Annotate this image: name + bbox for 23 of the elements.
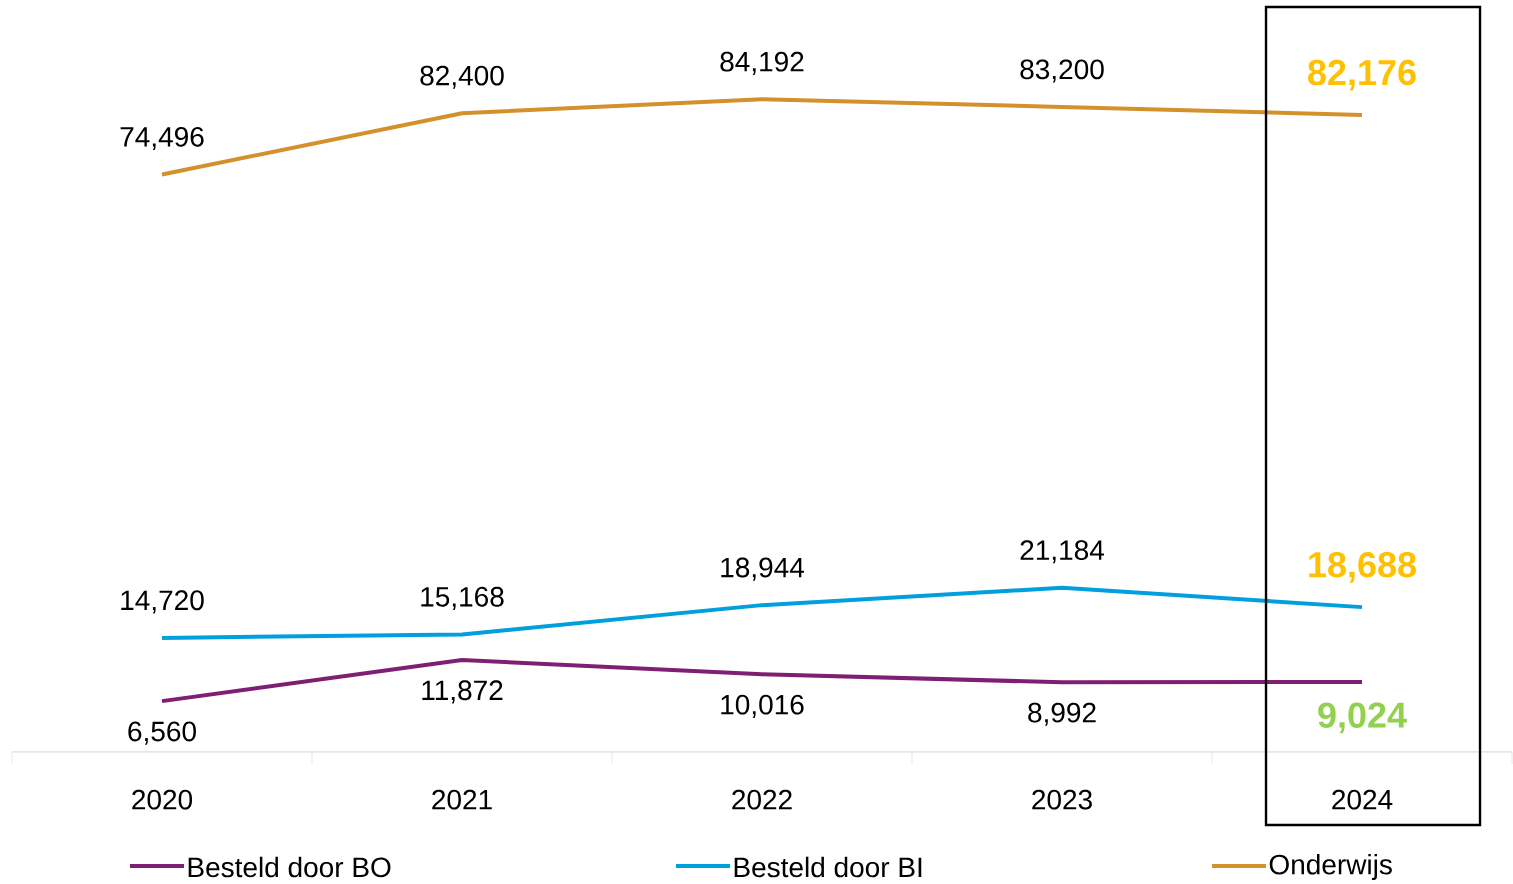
x-tick-label: 2022	[732, 789, 792, 810]
x-tick-label: 2023	[1032, 789, 1092, 810]
x-tick-label: 2024	[1332, 789, 1393, 810]
data-label: 6,560	[128, 721, 196, 745]
x-tick-label: 2021	[432, 789, 492, 810]
x-tick-label: 2020	[132, 789, 193, 810]
data-label: 84,192	[720, 51, 804, 75]
legend-label: Besteld door BO	[188, 856, 391, 878]
legend-label: Besteld door BI	[734, 856, 922, 878]
data-label: 14,720	[121, 590, 204, 614]
data-label: 10,016	[721, 694, 804, 718]
data-label: 9,024	[1318, 702, 1407, 734]
data-label: 82,176	[1308, 59, 1416, 91]
data-label: 8,992	[1028, 702, 1096, 726]
legend-label: Onderwijs	[1269, 853, 1392, 881]
data-label: 18,688	[1309, 551, 1416, 583]
data-label: 15,168	[421, 586, 504, 610]
data-label: 83,200	[1020, 59, 1104, 83]
data-label: 11,872	[422, 680, 503, 704]
data-label: 21,184	[1020, 540, 1104, 564]
data-label: 74,496	[120, 126, 204, 151]
data-label: 18,944	[721, 557, 804, 581]
data-label: 82,400	[420, 65, 504, 89]
